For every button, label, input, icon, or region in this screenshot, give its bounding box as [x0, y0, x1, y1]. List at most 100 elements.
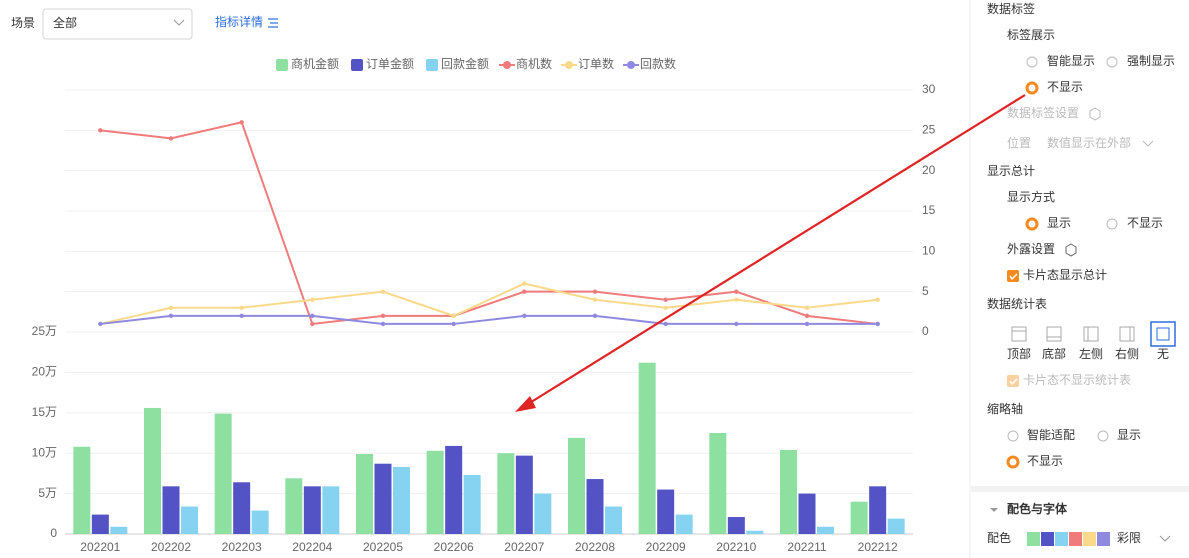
bar — [73, 446, 91, 534]
bar — [568, 437, 585, 534]
line-point — [380, 289, 386, 294]
legend-swatch — [503, 61, 511, 69]
bar — [322, 486, 340, 534]
legend-swatch — [276, 59, 288, 71]
field-label: 数据标签设置 — [1007, 105, 1079, 120]
y-tick-label: 25万 — [32, 324, 57, 338]
bar — [746, 530, 764, 534]
line-point — [239, 120, 244, 125]
none-icon — [1156, 327, 1170, 341]
option-label[interactable]: 顶部 — [1007, 346, 1031, 361]
line — [100, 121, 878, 326]
radio[interactable] — [1106, 56, 1118, 68]
line-point — [522, 281, 527, 286]
legend-label: 商机数 — [516, 56, 552, 71]
scene-label: 场景 — [11, 16, 35, 30]
legend-label: 订单数 — [578, 56, 614, 71]
line-point — [451, 313, 456, 319]
line-point — [310, 321, 315, 327]
bar — [869, 486, 887, 534]
legend-swatch — [351, 59, 363, 71]
divider — [971, 486, 1189, 492]
list-icon — [268, 18, 278, 28]
checkbox[interactable] — [1007, 270, 1019, 282]
bar — [251, 510, 269, 534]
line — [100, 314, 878, 325]
line-point — [522, 313, 527, 319]
bar — [727, 517, 745, 534]
option-label[interactable]: 右侧 — [1115, 346, 1139, 361]
legend-label: 回款数 — [640, 56, 676, 71]
line-point — [663, 305, 668, 310]
radio-label: 显示 — [1047, 216, 1071, 230]
bar — [374, 463, 392, 534]
gear-icon[interactable] — [1089, 107, 1101, 121]
bar — [887, 518, 905, 534]
palette-swatches[interactable] — [1027, 532, 1110, 546]
x-tick-label: 202209 — [646, 540, 686, 554]
bar — [356, 454, 373, 534]
bar — [515, 455, 533, 534]
radio-label: 智能显示 — [1047, 53, 1095, 68]
radio[interactable] — [1097, 430, 1109, 442]
legend-label: 回款金额 — [441, 56, 489, 71]
field-label: 标签展示 — [1007, 27, 1055, 42]
gear-icon[interactable] — [1065, 243, 1077, 257]
line-point — [168, 305, 174, 310]
line — [100, 282, 878, 325]
select-chevron — [1142, 140, 1154, 147]
bar — [817, 526, 834, 534]
radio-selected[interactable] — [1025, 217, 1039, 231]
collapse-icon[interactable] — [990, 508, 998, 512]
line-point — [592, 289, 598, 294]
select-chevron — [1159, 535, 1171, 542]
position-select[interactable]: 数值显示在外部 — [1047, 135, 1131, 150]
section-title: 数据统计表 — [987, 296, 1047, 311]
y2-tick-label: 25 — [922, 123, 936, 137]
line-point — [875, 321, 880, 327]
legend-swatch — [627, 61, 635, 69]
scene-select[interactable] — [42, 8, 193, 40]
line-point — [875, 297, 880, 302]
x-tick-label: 202211 — [787, 540, 826, 554]
radio[interactable] — [1026, 56, 1038, 68]
option-label[interactable]: 左侧 — [1079, 346, 1103, 361]
y-tick-label: 0 — [50, 526, 57, 540]
arrow-head — [515, 396, 536, 412]
bar — [162, 486, 180, 534]
select-chevron — [173, 19, 185, 26]
field-label: 位置 — [1007, 135, 1031, 150]
line-point — [804, 321, 810, 327]
radio[interactable] — [1106, 218, 1118, 230]
checkbox-label: 卡片态显示总计 — [1023, 268, 1107, 282]
position-icons — [1011, 326, 1135, 342]
bar — [445, 445, 463, 534]
radio[interactable] — [1007, 430, 1019, 442]
radio-selected[interactable] — [1006, 455, 1020, 469]
radio-label: 不显示 — [1127, 216, 1163, 230]
radio-selected[interactable] — [1025, 81, 1039, 95]
radio-label: 显示 — [1117, 428, 1141, 442]
option-label[interactable]: 底部 — [1042, 346, 1066, 361]
y2-tick-label: 0 — [922, 324, 929, 338]
detail-link[interactable]: 指标详情 — [215, 14, 263, 29]
chart: 0 5万 10万 15万 20万 25万 0 5 10 15 20 25 30 202201 202202 2… — [32, 56, 936, 554]
check-mark — [1009, 273, 1018, 281]
x-tick-label: 202207 — [504, 540, 544, 554]
line-point — [380, 321, 386, 327]
option-label[interactable]: 无 — [1157, 347, 1169, 361]
y-tick-label: 10万 — [32, 445, 57, 459]
x-tick-label: 202204 — [292, 540, 332, 554]
line-point — [734, 321, 739, 327]
radio-label: 不显示 — [1047, 80, 1083, 94]
scene-value: 全部 — [53, 15, 77, 30]
line-point — [592, 297, 598, 302]
line-point — [239, 305, 244, 310]
line-point — [98, 321, 103, 327]
field-label: 外露设置 — [1007, 242, 1055, 256]
x-tick-label: 202202 — [151, 540, 191, 554]
selected-option[interactable] — [1150, 321, 1176, 347]
line-point — [310, 297, 315, 302]
bar — [657, 489, 675, 534]
line-point — [98, 128, 103, 133]
